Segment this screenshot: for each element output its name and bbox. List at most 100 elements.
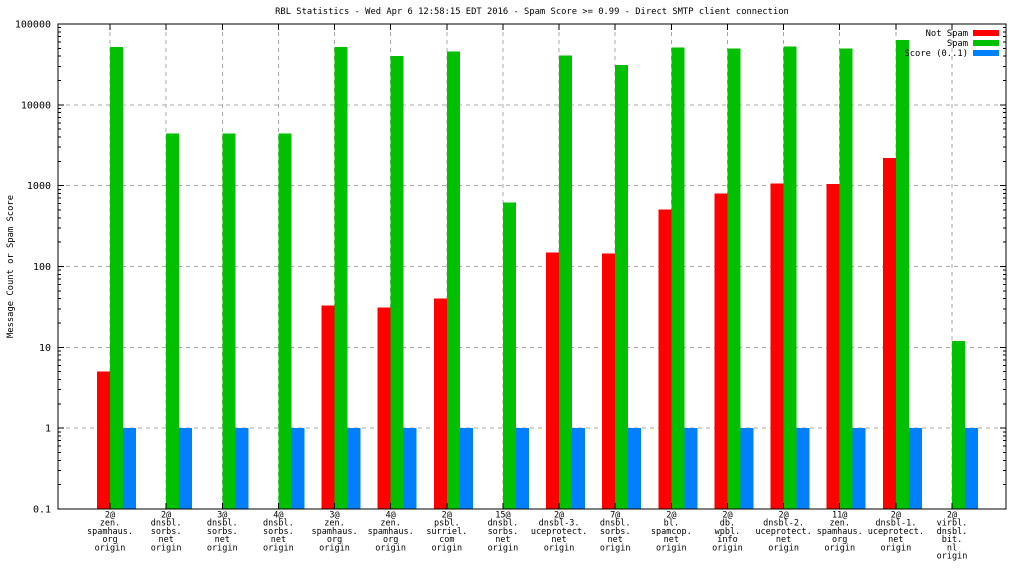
category-label: uceprotect. <box>868 527 924 537</box>
category-label: 2@ <box>105 511 115 521</box>
category-label: uceprotect. <box>531 527 587 537</box>
category-label: 2@ <box>666 511 676 521</box>
category-label: spamhaus. <box>87 527 133 537</box>
category-label: dnsbl. <box>488 519 519 529</box>
bar-score-0-1 <box>291 428 305 509</box>
category-label: net <box>551 535 566 545</box>
category-label: 3@ <box>329 511 339 521</box>
legend-swatch <box>973 50 999 56</box>
category-label: net <box>888 535 903 545</box>
chart-title: RBL Statistics - Wed Apr 6 12:58:15 EDT … <box>275 7 789 17</box>
category-label: zen. <box>324 519 344 529</box>
bar-not-spam <box>770 183 784 509</box>
category-label: net <box>776 535 791 545</box>
category-label: psbl. <box>434 519 460 529</box>
y-tick-label: 1 <box>45 424 51 435</box>
bar-score-0-1 <box>459 428 473 509</box>
legend-label: Score (0..1) <box>904 49 968 59</box>
legend-label: Not Spam <box>926 29 968 39</box>
category-label: org <box>327 535 342 545</box>
bar-not-spam <box>826 183 840 509</box>
category-label: origin <box>319 543 350 553</box>
bar-spam <box>727 48 741 510</box>
category-label: origin <box>768 543 799 553</box>
category-label: dnsbl. <box>263 519 294 529</box>
bar-not-spam <box>433 298 447 509</box>
category-label: org <box>102 535 117 545</box>
category-label: com <box>439 535 454 545</box>
bar-not-spam <box>658 209 672 509</box>
category-label: virbl. <box>937 519 968 529</box>
category-label: bit. <box>942 535 962 545</box>
category-label: spamhaus. <box>817 527 863 537</box>
bar-spam <box>502 202 516 509</box>
category-label: 11@ <box>832 511 847 521</box>
category-label: net <box>215 535 230 545</box>
category-label: 4@ <box>273 511 283 521</box>
category-label: origin <box>431 543 462 553</box>
bar-spam <box>334 46 348 510</box>
bar-spam <box>390 56 404 510</box>
bar-spam <box>839 48 853 510</box>
category-label: origin <box>488 543 519 553</box>
bar-spam <box>278 133 292 509</box>
category-label: 2@ <box>778 511 788 521</box>
bar-not-spam <box>546 252 560 509</box>
category-label: origin <box>712 543 743 553</box>
bar-score-0-1 <box>123 428 136 509</box>
bar-score-0-1 <box>628 428 642 509</box>
bar-not-spam <box>377 307 391 509</box>
category-label: db. <box>720 519 735 529</box>
category-label: 3@ <box>217 511 227 521</box>
bar-score-0-1 <box>965 428 978 509</box>
legend-swatch <box>973 30 999 36</box>
y-tick-label: 100000 <box>15 20 51 31</box>
category-label: sorbs. <box>263 527 294 537</box>
bar-score-0-1 <box>403 428 417 509</box>
y-tick-label: 100 <box>33 262 51 273</box>
category-label: net <box>664 535 679 545</box>
category-label: zen. <box>100 519 120 529</box>
y-axis-label: Message Count or Spam Score <box>6 195 16 338</box>
bar-score-0-1 <box>740 428 754 509</box>
category-label: spamhaus. <box>368 527 414 537</box>
bar-spam <box>446 51 460 510</box>
category-label: dnsbl. <box>151 519 182 529</box>
bar-spam <box>615 65 629 509</box>
category-label: origin <box>656 543 687 553</box>
bar-spam <box>166 133 180 509</box>
legend-swatch <box>973 40 999 46</box>
category-label: 2@ <box>442 511 452 521</box>
category-label: origin <box>95 543 126 553</box>
bar-not-spam <box>882 157 896 510</box>
bar-spam <box>783 46 797 510</box>
bar-score-0-1 <box>852 428 866 509</box>
category-label: 2@ <box>891 511 901 521</box>
category-label: surriel. <box>426 527 467 537</box>
category-label: net <box>495 535 510 545</box>
category-label: dnsbl-1. <box>875 519 916 529</box>
category-label: nl <box>947 543 957 553</box>
category-label: dnsbl-2. <box>763 519 804 529</box>
category-label: dnsbl. <box>600 519 631 529</box>
bar-spam <box>222 133 236 509</box>
category-label: spamhaus. <box>312 527 358 537</box>
category-label: dnsbl-3. <box>539 519 580 529</box>
category-label: origin <box>881 543 912 553</box>
y-tick-label: 10 <box>39 343 51 354</box>
category-label: wpbl. <box>715 527 741 537</box>
category-label: origin <box>151 543 182 553</box>
category-label: org <box>383 535 398 545</box>
category-label: sorbs. <box>600 527 631 537</box>
category-label: origin <box>207 543 238 553</box>
bar-not-spam <box>602 253 616 509</box>
y-tick-label: 10000 <box>21 100 51 111</box>
category-label: uceprotect. <box>755 527 811 537</box>
category-label: 2@ <box>161 511 171 521</box>
category-label: 4@ <box>386 511 396 521</box>
bar-spam <box>952 340 965 509</box>
category-label: origin <box>544 543 575 553</box>
bar-score-0-1 <box>684 428 698 509</box>
legend-label: Spam <box>947 39 968 49</box>
